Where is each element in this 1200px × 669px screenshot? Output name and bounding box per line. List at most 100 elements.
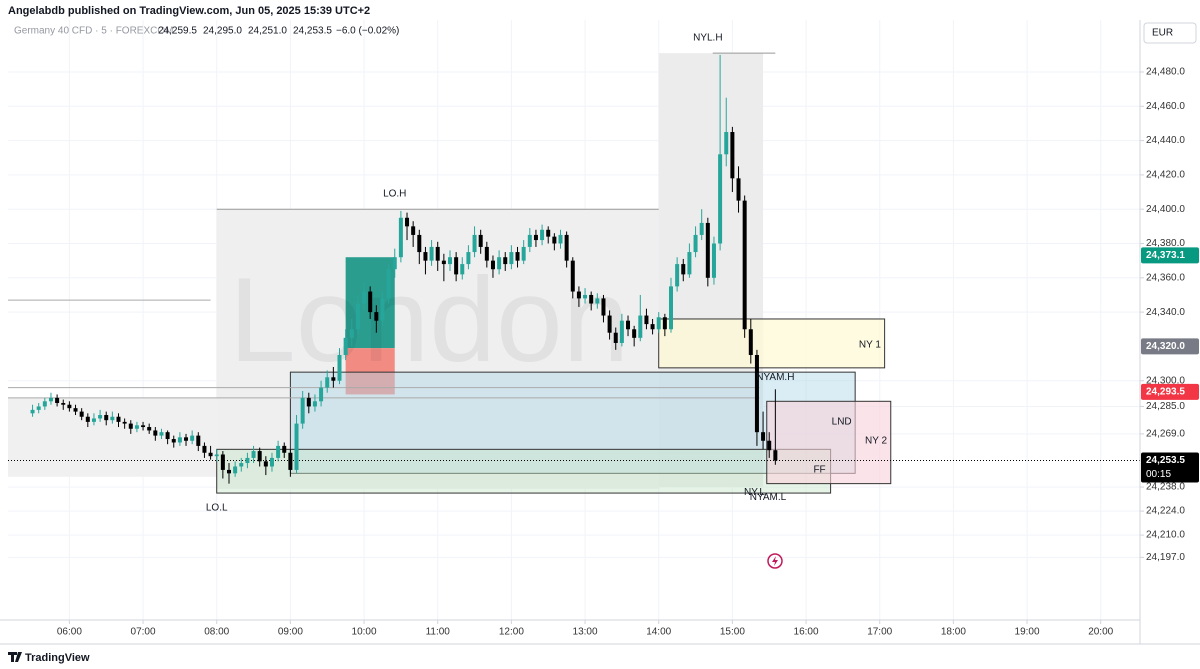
candle-body: [754, 354, 759, 433]
candle-body: [515, 252, 520, 261]
y-tick-label: 24,197.0: [1146, 552, 1185, 563]
currency-box[interactable]: [1143, 22, 1197, 44]
x-tick-label: 15:00: [720, 627, 745, 638]
change-value: −6.0 (−0.02%): [336, 26, 399, 37]
candle-body: [644, 315, 649, 325]
candle-body: [141, 425, 146, 428]
candle-body: [104, 415, 109, 421]
candle-body: [269, 457, 274, 467]
candle-body: [742, 200, 747, 330]
candle-body: [226, 469, 231, 474]
candle-body: [380, 298, 385, 321]
candle-body: [509, 252, 514, 265]
candle-body: [447, 257, 452, 265]
candle-body: [564, 234, 569, 261]
candle-body: [736, 178, 741, 201]
candle-body: [214, 454, 219, 457]
annotation: LO.L: [206, 502, 228, 513]
candle-body: [386, 269, 391, 299]
candle-body: [724, 132, 729, 155]
x-tick-label: 12:00: [499, 627, 524, 638]
candle-body: [558, 234, 563, 244]
candle-body: [570, 260, 575, 292]
y-tick-label: 24,380.0: [1146, 238, 1185, 249]
candle-body: [55, 397, 60, 404]
candle-body: [98, 415, 103, 419]
candle-body: [601, 298, 606, 316]
candle-body: [208, 452, 213, 457]
candle-body: [490, 260, 495, 270]
candle-body: [589, 294, 594, 304]
candle-body: [368, 291, 373, 313]
candle-body: [85, 416, 90, 422]
candle-body: [540, 229, 545, 241]
candle-body: [245, 457, 250, 464]
candle-body: [527, 234, 532, 247]
candle-body: [423, 252, 428, 261]
annotation: LO.H: [383, 188, 406, 199]
candle-body: [147, 427, 152, 431]
candle-body: [454, 257, 459, 275]
flash-icon[interactable]: [767, 553, 783, 569]
candle-body: [116, 416, 121, 422]
annotation: NYAM.L: [750, 492, 787, 503]
published-line: Angelabdb published on TradingView.com, …: [8, 5, 370, 17]
x-tick-label: 10:00: [352, 627, 377, 638]
x-tick-label: 19:00: [1015, 627, 1040, 638]
candle-body: [362, 291, 367, 304]
footer-logo: [8, 652, 22, 662]
annotation: FF: [813, 465, 825, 476]
price-label-box: [1141, 247, 1199, 264]
currency: EUR: [1152, 28, 1173, 39]
candle-body: [159, 432, 164, 436]
candle-body: [263, 461, 268, 467]
candle-body: [675, 264, 680, 287]
candle-body: [36, 406, 41, 410]
candle-body: [730, 132, 735, 179]
candle-body: [429, 246, 434, 261]
candle-body: [638, 315, 643, 338]
footer-brand: TradingView: [25, 652, 90, 664]
candle-body: [122, 421, 127, 424]
y-tick-label: 24,440.0: [1146, 135, 1185, 146]
x-tick-label: 08:00: [204, 627, 229, 638]
x-tick-label: 18:00: [941, 627, 966, 638]
x-tick-label: 13:00: [573, 627, 598, 638]
candle-body: [300, 397, 305, 424]
price-label-box: [1141, 383, 1199, 400]
candle-body: [128, 423, 133, 429]
open-value: 24,259.5: [158, 26, 197, 37]
zone: [289, 371, 856, 474]
x-tick-label: 06:00: [57, 627, 82, 638]
price-label-box: [1141, 338, 1199, 355]
candle-body: [533, 234, 538, 241]
zone: [766, 400, 892, 485]
candle-body: [546, 229, 551, 237]
watermark: London: [229, 253, 629, 387]
candle-body: [251, 451, 256, 458]
candle-body: [748, 329, 753, 355]
candle-body: [398, 217, 403, 258]
candle-body: [705, 222, 710, 278]
flash-bolt: [772, 556, 778, 566]
axis-layer: 24,480.0 24,460.0 24,440.0 24,420.0 24,400.0…: [57, 67, 1199, 638]
y-tick-label: 24,340.0: [1146, 307, 1185, 318]
x-tick-label: 11:00: [426, 627, 451, 638]
candle-body: [184, 437, 189, 441]
candle-body: [325, 377, 330, 388]
candle-body: [613, 332, 618, 343]
price-label: 24,253.5: [1146, 455, 1185, 466]
close-value: 24,253.5: [293, 26, 332, 37]
candle-body: [460, 264, 465, 275]
candle-body: [632, 329, 637, 338]
candle-body: [282, 445, 287, 453]
candle-body: [411, 226, 416, 235]
candle-body: [521, 246, 526, 261]
flash-circle: [767, 553, 783, 569]
price-label: 24,320.0: [1146, 341, 1185, 352]
y-tick-label: 24,300.0: [1146, 375, 1185, 386]
y-tick-label: 24,238.0: [1146, 482, 1185, 493]
price-label-countdown: 00:15: [1146, 469, 1171, 480]
